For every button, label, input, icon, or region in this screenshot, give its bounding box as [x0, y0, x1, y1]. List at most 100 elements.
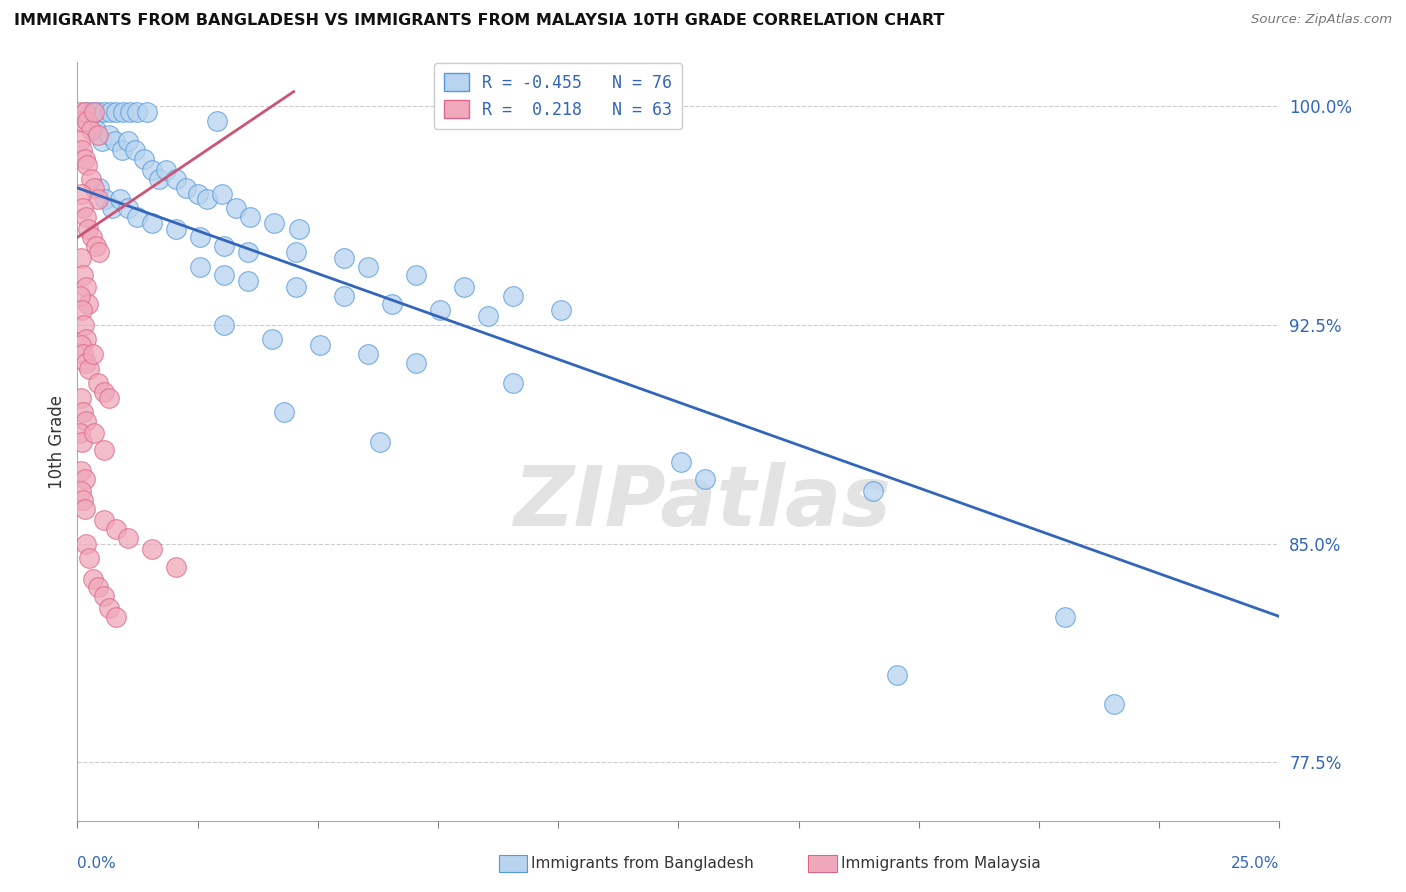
Point	[83, 425, 105, 440]
Point	[70, 434, 93, 449]
Point	[262, 333, 284, 347]
Point	[69, 425, 91, 440]
Point	[72, 492, 94, 507]
Point	[72, 201, 94, 215]
Point	[79, 551, 101, 566]
Y-axis label: 10th Grade: 10th Grade	[48, 394, 66, 489]
Point	[188, 230, 211, 244]
Point	[73, 105, 96, 120]
Point	[75, 536, 97, 550]
Point	[69, 134, 91, 148]
Point	[165, 172, 187, 186]
Point	[70, 251, 93, 265]
Point	[1054, 609, 1077, 624]
Legend: R = -0.455   N = 76, R =  0.218   N = 63: R = -0.455 N = 76, R = 0.218 N = 63	[434, 63, 682, 128]
Point	[136, 105, 159, 120]
Point	[405, 356, 427, 370]
Point	[69, 105, 91, 120]
Point	[83, 181, 105, 195]
Point	[287, 221, 309, 235]
Point	[110, 143, 132, 157]
Point	[502, 376, 524, 391]
Point	[148, 172, 170, 186]
Point	[97, 391, 120, 405]
Point	[141, 216, 163, 230]
Point	[477, 309, 499, 323]
Point	[84, 239, 107, 253]
Point	[211, 186, 233, 201]
Point	[73, 501, 96, 516]
Point	[239, 210, 262, 224]
Text: Immigrants from Bangladesh: Immigrants from Bangladesh	[531, 856, 754, 871]
Point	[83, 105, 105, 120]
Point	[73, 472, 96, 486]
Point	[93, 105, 115, 120]
Point	[186, 186, 209, 201]
Point	[97, 600, 120, 615]
Point	[357, 347, 380, 361]
Point	[104, 134, 127, 148]
Point	[72, 347, 94, 361]
Point	[101, 201, 124, 215]
Point	[93, 589, 115, 603]
Point	[97, 128, 120, 143]
Point	[94, 193, 117, 207]
Point	[236, 274, 259, 288]
Point	[117, 531, 139, 545]
Point	[212, 239, 235, 253]
Point	[69, 289, 91, 303]
Point	[82, 347, 104, 361]
Point	[104, 105, 127, 120]
Point	[70, 143, 93, 157]
Point	[98, 105, 121, 120]
Point	[155, 163, 177, 178]
Point	[104, 609, 127, 624]
Point	[75, 210, 97, 224]
Point	[79, 361, 101, 376]
Point	[141, 163, 163, 178]
Point	[453, 280, 475, 294]
Point	[127, 105, 149, 120]
Point	[120, 105, 142, 120]
Point	[86, 580, 108, 594]
Point	[117, 201, 139, 215]
Point	[86, 128, 108, 143]
Point	[127, 210, 149, 224]
Point	[87, 244, 110, 259]
Point	[72, 405, 94, 419]
Point	[405, 268, 427, 283]
Point	[77, 221, 100, 235]
Point	[73, 152, 96, 166]
Point	[309, 338, 332, 352]
Point	[429, 303, 451, 318]
Point	[93, 384, 115, 399]
Point	[165, 221, 187, 235]
Point	[132, 152, 155, 166]
Text: IMMIGRANTS FROM BANGLADESH VS IMMIGRANTS FROM MALAYSIA 10TH GRADE CORRELATION CH: IMMIGRANTS FROM BANGLADESH VS IMMIGRANTS…	[14, 13, 945, 29]
Point	[75, 280, 97, 294]
Point	[87, 181, 110, 195]
Point	[77, 297, 100, 311]
Point	[76, 113, 98, 128]
Point	[550, 303, 572, 318]
Point	[188, 260, 211, 274]
Point	[205, 113, 228, 128]
Point	[70, 303, 93, 318]
Point	[285, 244, 308, 259]
Point	[75, 333, 97, 347]
Text: ZIPatlas: ZIPatlas	[513, 462, 891, 542]
Point	[693, 472, 716, 486]
Point	[75, 105, 97, 120]
Point	[86, 193, 108, 207]
Point	[285, 280, 308, 294]
Point	[75, 414, 97, 428]
Text: 25.0%: 25.0%	[1232, 855, 1279, 871]
Text: 0.0%: 0.0%	[77, 855, 117, 871]
Point	[124, 143, 146, 157]
Point	[80, 122, 103, 136]
Point	[141, 542, 163, 557]
Point	[174, 181, 197, 195]
Point	[368, 434, 391, 449]
Point	[75, 356, 97, 370]
Point	[70, 338, 93, 352]
